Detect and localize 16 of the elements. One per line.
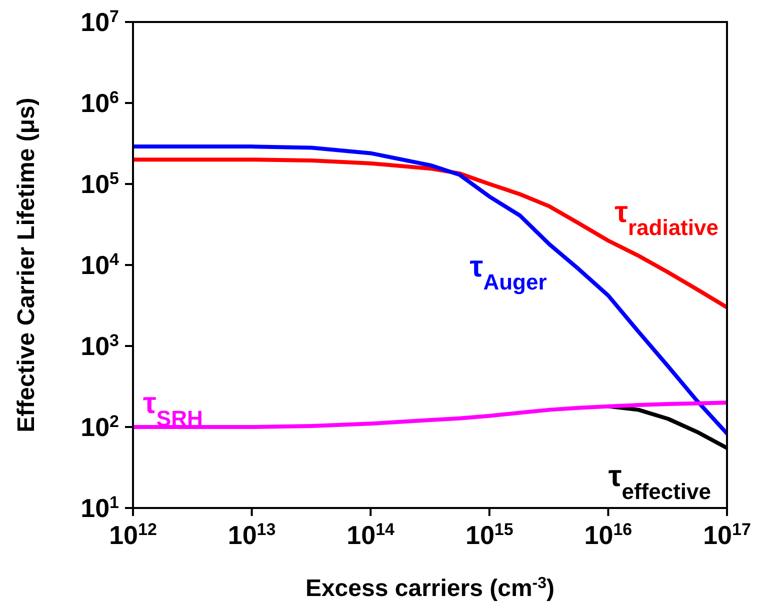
y-tick-label: 10$^{3}$ [80, 330, 119, 361]
x-tick-label: 10$^{16}$ [584, 520, 632, 550]
y-tick-label: 10$^{6}$ [80, 88, 119, 118]
x-tick-label: 10$^{15}$ [465, 520, 514, 550]
series-label: τ$_{effective}$ [608, 460, 711, 504]
y-axis-title: Effective Carrier Lifetime (μs) [13, 98, 40, 432]
y-tick-label: 10$^{4}$ [80, 250, 120, 280]
y-tick-label: 10$^{5}$ [80, 168, 119, 199]
x-tick-label: 10$^{14}$ [346, 520, 396, 550]
series-label: τ$_{radiative}$ [614, 196, 718, 240]
y-tick-label: 10$^{2}$ [80, 412, 119, 442]
x-axis-title: Excess carriers (cm$^{-3}$) [305, 574, 555, 602]
series-label: τ$_{Auger}$ [470, 250, 548, 294]
x-tick-label: 10$^{17}$ [703, 520, 751, 550]
x-tick-label: 10$^{13}$ [228, 520, 276, 550]
y-tick-label: 10$^{7}$ [80, 6, 119, 37]
